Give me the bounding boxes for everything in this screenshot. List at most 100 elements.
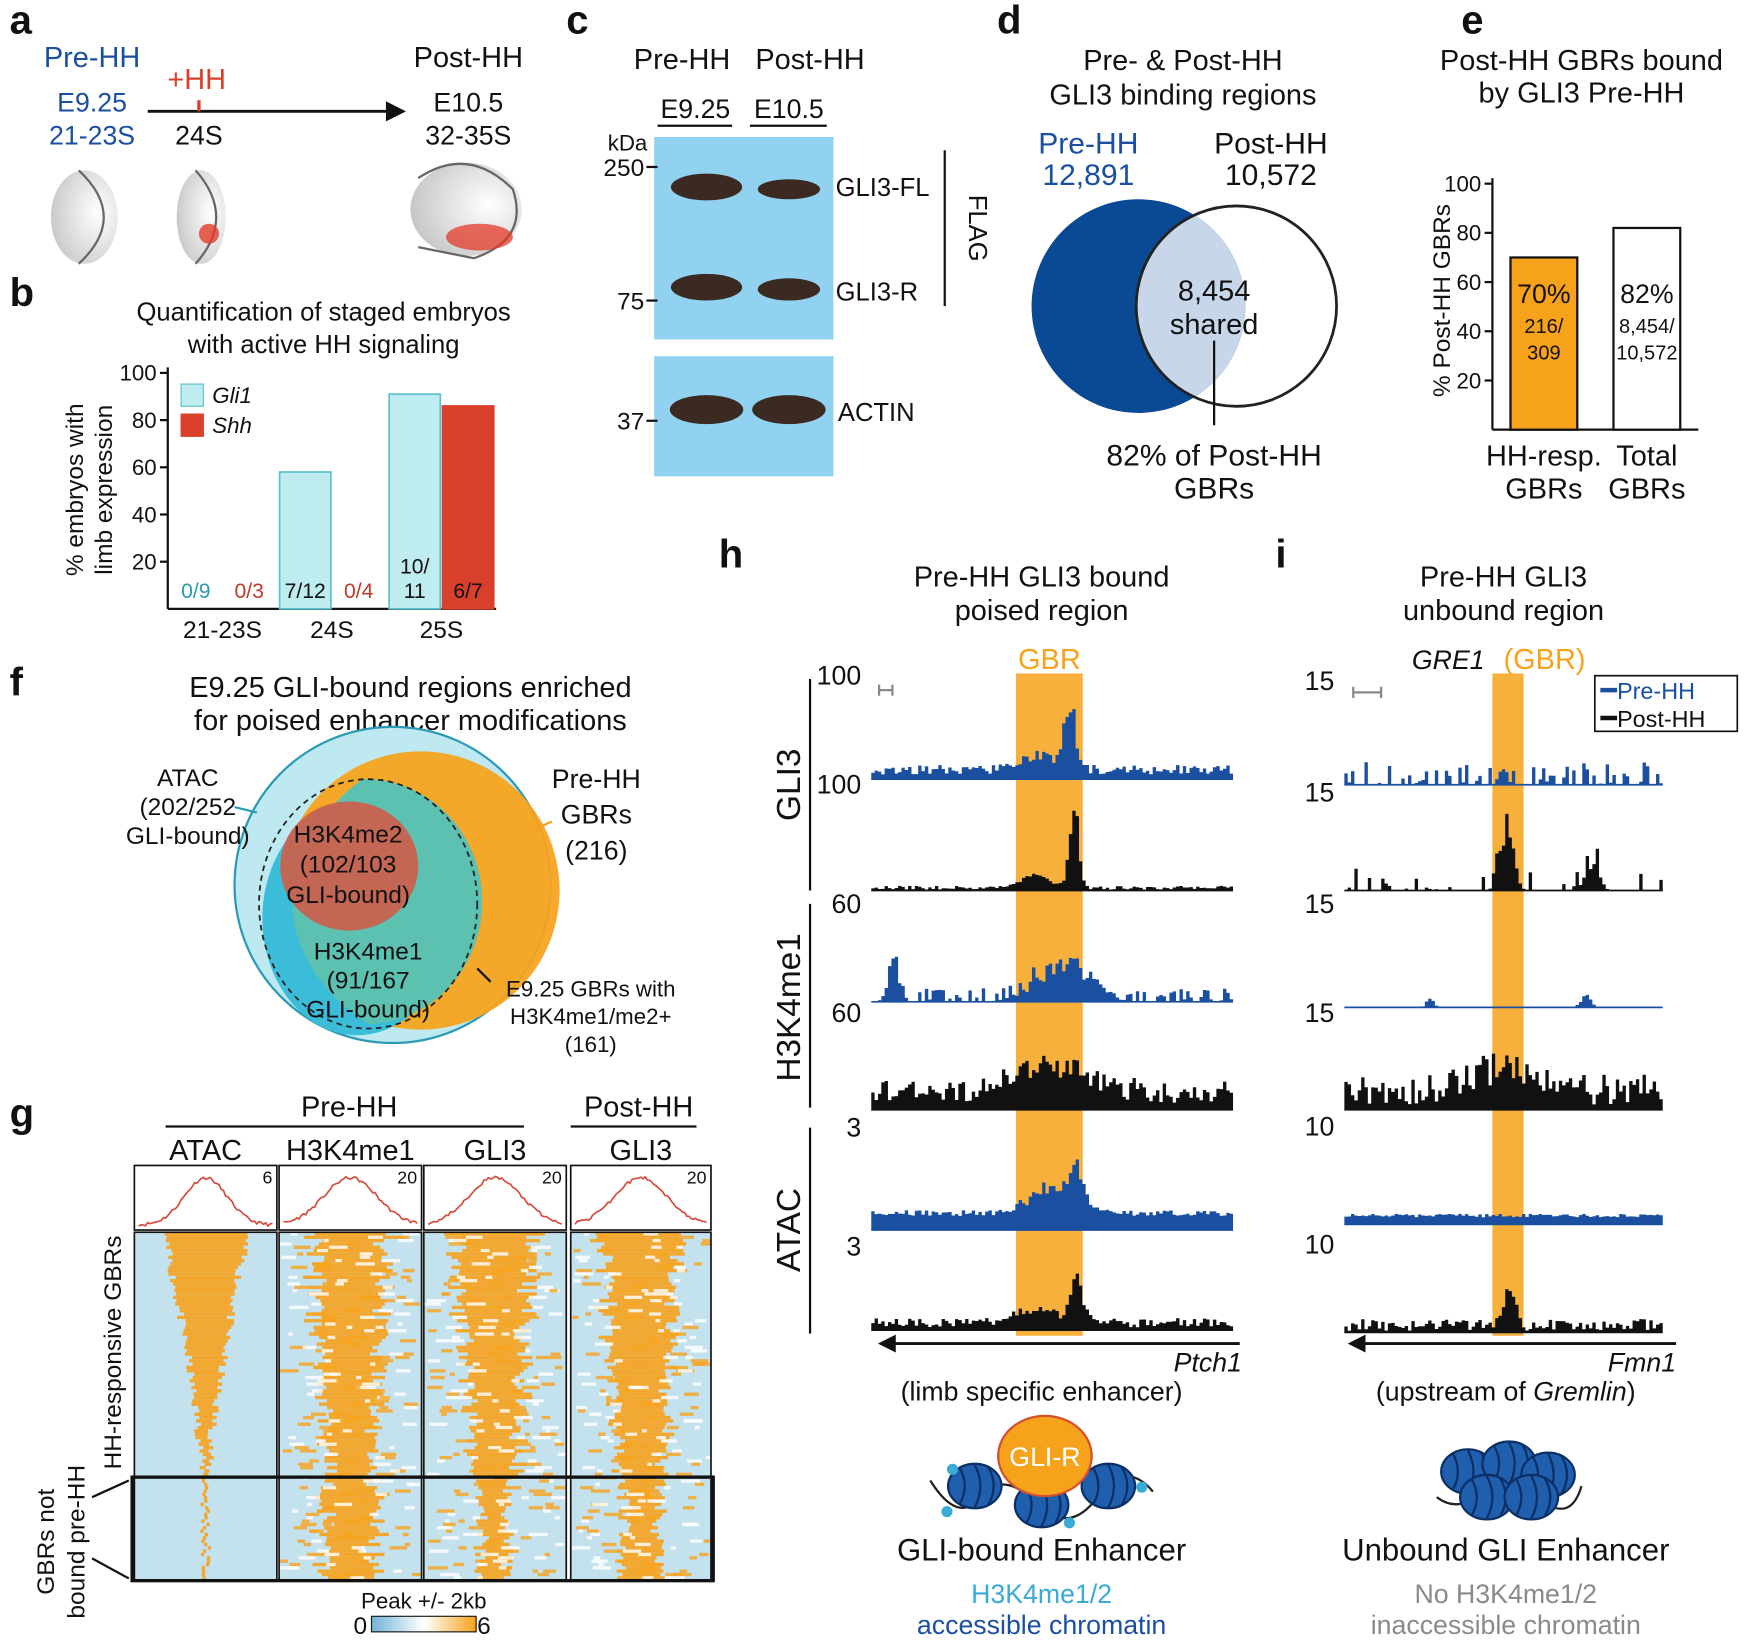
heatmap-row xyxy=(305,1312,391,1316)
label: H3K4me1/me2+ xyxy=(510,1004,671,1029)
heatmap-speckle xyxy=(279,1369,299,1373)
heatmap-speckle xyxy=(521,1496,529,1500)
heatmap-speckle xyxy=(298,1462,313,1467)
heatmap-row xyxy=(192,1362,227,1366)
heatmap-row xyxy=(304,1235,404,1239)
heatmap-row xyxy=(194,1429,209,1433)
heatmap-row xyxy=(466,1245,527,1249)
row-group-label: bound pre-HH xyxy=(63,1465,90,1619)
heatmap-speckle xyxy=(330,1576,342,1580)
heatmap-speckle xyxy=(346,1309,363,1313)
panel-label: c xyxy=(566,0,588,42)
y-axis-label: % embryos with xyxy=(62,403,89,576)
heatmap-speckle xyxy=(501,1332,510,1336)
x-tick-label: GBRs xyxy=(1608,474,1685,506)
heatmap-speckle xyxy=(393,1569,402,1573)
heatmap-speckle xyxy=(542,1472,554,1477)
heatmap-row xyxy=(199,1415,217,1420)
heatmap-row xyxy=(474,1382,515,1386)
heatmap-row xyxy=(322,1439,376,1443)
heatmap-row xyxy=(202,1492,206,1497)
profile-box xyxy=(278,1164,423,1231)
heatmap-row xyxy=(461,1409,527,1413)
heatmap-row xyxy=(205,1562,210,1567)
heatmap-row xyxy=(202,1526,207,1530)
label: (202/252 xyxy=(139,794,236,821)
heatmap-row xyxy=(206,1559,211,1563)
heatmap-row xyxy=(617,1302,665,1306)
heatmap-row xyxy=(621,1466,664,1470)
heatmap-row xyxy=(621,1459,661,1463)
heatmap-speckle xyxy=(380,1452,397,1456)
heatmap-row xyxy=(179,1309,233,1313)
scale-bar xyxy=(1352,686,1383,698)
heatmap-speckle xyxy=(671,1372,682,1376)
heatmap-row xyxy=(608,1355,667,1360)
panel-title: Pre-HH GLI3 bound xyxy=(914,562,1170,594)
label: GBRs xyxy=(1174,473,1254,506)
heatmap-speckle xyxy=(359,1255,371,1259)
label: E10.5 xyxy=(433,87,503,117)
heatmap-row xyxy=(618,1532,659,1537)
colorbar-label: 0 xyxy=(354,1613,368,1640)
heatmap-row xyxy=(630,1522,653,1527)
heatmap-row xyxy=(457,1299,527,1303)
heatmap-speckle xyxy=(604,1325,621,1330)
heatmap-speckle xyxy=(557,1452,566,1456)
heatmap-speckle xyxy=(316,1265,332,1269)
heatmap-row xyxy=(313,1265,388,1269)
label: GLI-bound) xyxy=(306,996,430,1023)
value-label: 82% xyxy=(1620,279,1673,309)
heatmap-speckle xyxy=(597,1469,603,1473)
heatmap-speckle xyxy=(349,1342,361,1346)
heatmap-speckle xyxy=(326,1562,336,1567)
heatmap-row xyxy=(318,1389,381,1393)
heatmap-speckle xyxy=(289,1562,301,1567)
heatmap-speckle xyxy=(595,1482,601,1487)
y-tick-label: 100 xyxy=(1444,171,1481,196)
heatmap-speckle xyxy=(633,1489,650,1493)
heatmap-speckle xyxy=(468,1382,474,1386)
heatmap-speckle xyxy=(381,1409,393,1413)
heatmap-speckle xyxy=(593,1556,601,1560)
track-scale-label: 15 xyxy=(1305,666,1335,696)
heatmap-row xyxy=(457,1258,528,1263)
heatmap-speckle xyxy=(499,1482,506,1487)
heatmap-row xyxy=(173,1295,231,1300)
leader xyxy=(234,805,258,814)
heatmap-speckle xyxy=(342,1429,352,1433)
heatmap-row xyxy=(473,1339,520,1343)
blot-band xyxy=(752,395,826,425)
heatmap-row xyxy=(317,1362,388,1366)
heatmap-speckle xyxy=(506,1549,520,1553)
heatmap-speckle xyxy=(446,1392,460,1396)
heatmap-row xyxy=(308,1285,395,1290)
heatmap-speckle xyxy=(642,1576,654,1580)
heatmap-speckle xyxy=(584,1322,593,1326)
heatmap-speckle xyxy=(487,1282,507,1286)
legend-swatch xyxy=(180,383,204,407)
heatmap-row xyxy=(176,1299,233,1303)
heatmap-speckle xyxy=(453,1576,462,1580)
heatmap-speckle xyxy=(625,1432,638,1436)
profile-curve xyxy=(574,1175,707,1225)
heatmap-speckle xyxy=(397,1322,403,1326)
heatmap-speckle xyxy=(429,1549,449,1553)
heatmap-speckle xyxy=(544,1552,550,1557)
heatmap-speckle xyxy=(666,1452,681,1456)
heatmap-speckle xyxy=(472,1362,480,1366)
heatmap-row xyxy=(611,1369,665,1373)
heatmap-speckle xyxy=(375,1325,384,1330)
heatmap-row xyxy=(482,1562,502,1567)
y-tick-label: 40 xyxy=(132,502,157,527)
heatmap-row xyxy=(187,1335,231,1340)
heatmap-speckle xyxy=(532,1569,538,1573)
heatmap-speckle xyxy=(466,1302,486,1306)
embryo xyxy=(50,170,118,264)
heatmap-row xyxy=(607,1292,668,1296)
heatmap-row xyxy=(609,1419,674,1423)
heatmap-speckle xyxy=(299,1556,316,1560)
heatmap-row xyxy=(624,1439,665,1443)
heatmap-speckle xyxy=(645,1466,665,1470)
heatmap-speckle xyxy=(316,1509,324,1513)
